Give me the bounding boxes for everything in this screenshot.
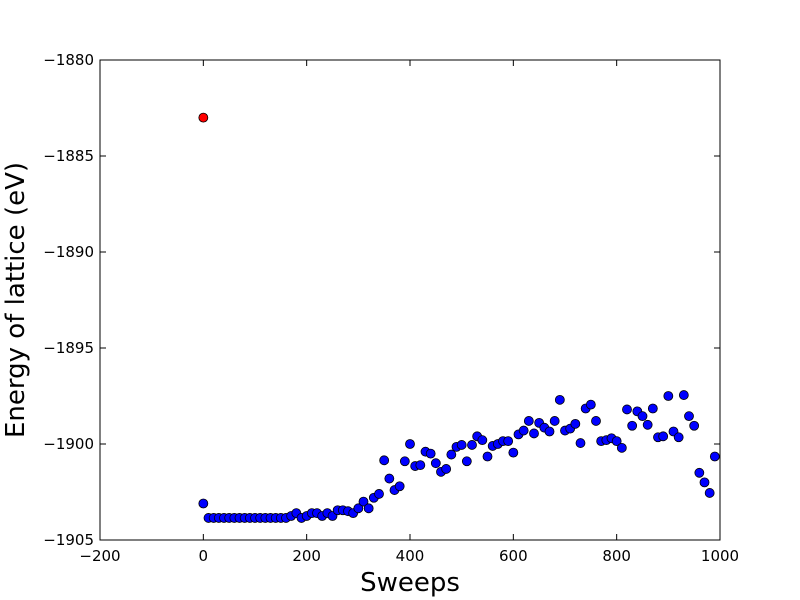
x-tick-label: 400 — [396, 547, 425, 565]
data-point — [456, 440, 467, 450]
data-point — [549, 416, 560, 426]
data-point — [518, 425, 529, 436]
y-tick-label: −1880 — [43, 51, 94, 69]
data-point — [658, 431, 669, 442]
y-tick-label: −1905 — [43, 531, 94, 549]
data-point — [611, 436, 622, 447]
y-tick-labels: −1880 −1885 −1890 −1895 −1900 −1905 — [43, 51, 94, 549]
data-point — [699, 477, 710, 488]
y-tick-label: −1885 — [43, 147, 94, 165]
data-point — [523, 416, 534, 426]
data-point — [477, 435, 488, 446]
series-1 — [198, 390, 720, 523]
data-point — [663, 391, 674, 401]
plot-area — [100, 60, 720, 540]
x-tick-label: 600 — [499, 547, 528, 565]
data-point — [430, 458, 441, 469]
x-tick-label: 0 — [199, 547, 209, 565]
data-point — [642, 419, 653, 430]
data-point — [585, 399, 596, 410]
data-point — [384, 473, 395, 484]
data-points — [198, 112, 720, 523]
data-point — [647, 403, 658, 414]
data-point — [684, 411, 694, 422]
data-point — [374, 489, 384, 499]
data-point — [405, 439, 415, 449]
data-point — [709, 451, 720, 462]
data-point — [554, 394, 565, 405]
y-tick-label: −1890 — [43, 243, 94, 261]
data-point — [399, 456, 410, 467]
data-point — [704, 488, 715, 498]
data-point — [353, 503, 364, 514]
data-point — [529, 428, 539, 439]
x-tick-labels: −200 0 200 400 600 800 1000 — [79, 547, 739, 565]
data-point — [198, 498, 209, 509]
data-point — [394, 481, 405, 492]
y-tick-label: −1900 — [43, 435, 94, 453]
data-point — [591, 416, 601, 426]
x-tick-label: −200 — [79, 547, 120, 565]
x-tick-label: 1000 — [701, 547, 739, 565]
data-point — [622, 404, 632, 415]
data-point — [508, 447, 519, 458]
data-point — [575, 438, 586, 448]
data-point — [503, 436, 514, 447]
data-point — [689, 420, 700, 431]
data-point — [363, 503, 374, 514]
data-point — [379, 455, 390, 466]
y-tick-label: −1895 — [43, 339, 94, 357]
data-point — [673, 432, 684, 443]
data-point — [467, 440, 477, 450]
data-point — [446, 449, 457, 460]
x-axis-title: Sweeps — [360, 568, 460, 598]
data-point — [570, 418, 581, 429]
x-tick-label: 800 — [602, 547, 631, 565]
data-point — [358, 496, 369, 507]
data-point — [678, 390, 689, 400]
x-tick-label: 200 — [292, 547, 321, 565]
data-point — [627, 420, 638, 431]
data-point — [198, 112, 209, 123]
data-point — [461, 456, 472, 467]
data-point — [694, 467, 705, 478]
data-point — [637, 411, 648, 422]
data-point — [482, 451, 493, 462]
data-point — [441, 464, 452, 474]
series-0 — [198, 112, 209, 123]
data-point — [544, 426, 555, 437]
data-point — [415, 460, 426, 471]
y-axis-title: Energy of lattice (eV) — [1, 162, 31, 438]
data-point — [425, 448, 436, 459]
data-point — [616, 442, 627, 453]
plot-frame — [99, 59, 721, 541]
